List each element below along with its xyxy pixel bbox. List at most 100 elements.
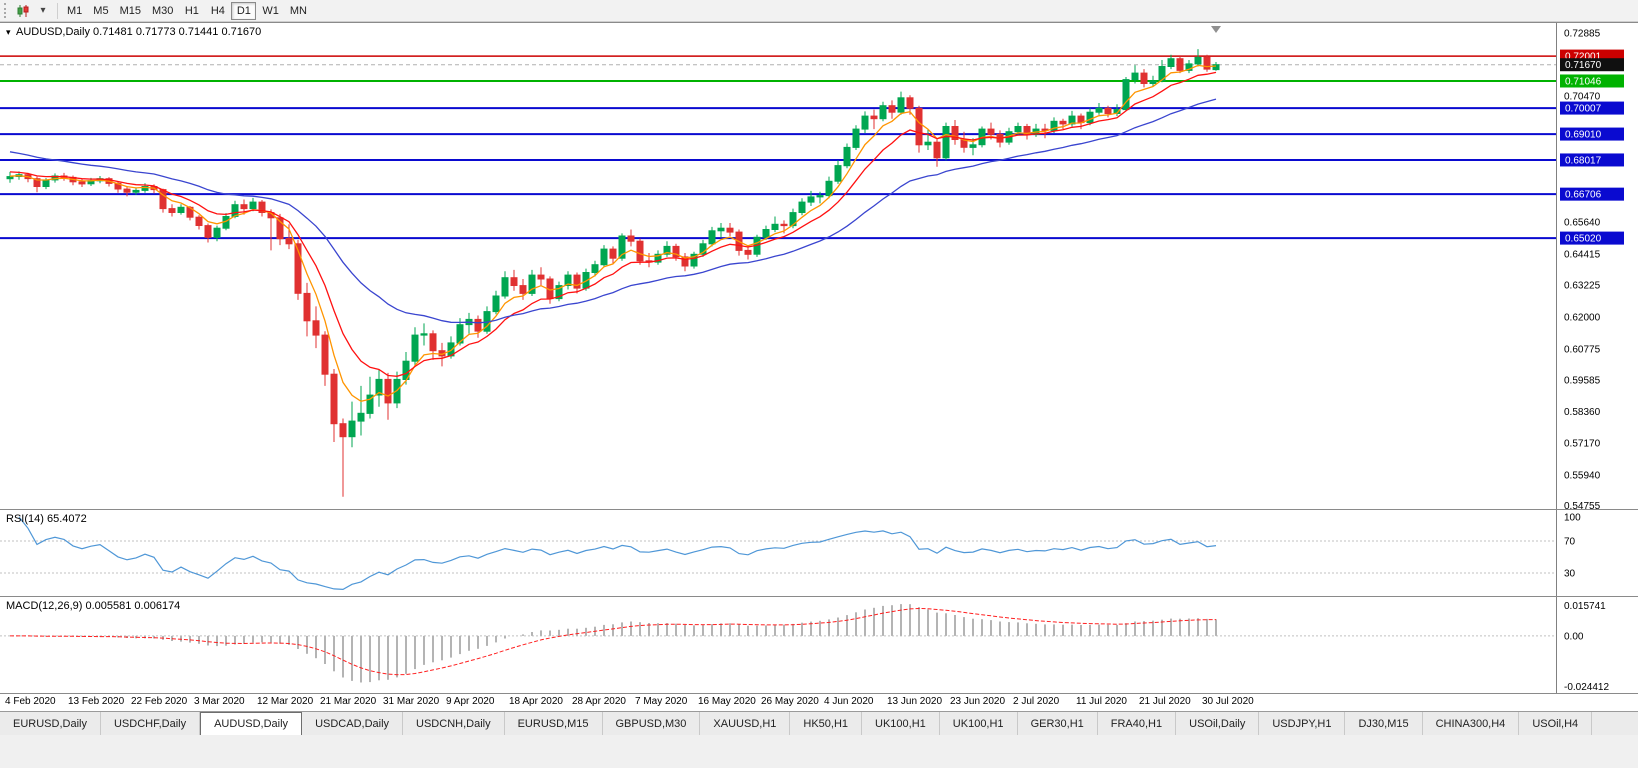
candle-body [330,373,338,425]
candle-body [609,248,617,259]
tab-audusd-daily[interactable]: AUDUSD,Daily [200,712,303,735]
candle-body [1104,107,1112,115]
candle-body [969,144,977,148]
svg-text:0.65020: 0.65020 [1565,234,1602,245]
candle-body [861,115,869,130]
tab-usoil-h4[interactable]: USOil,H4 [1519,712,1593,735]
price-axis-label: 0.59585 [1564,375,1601,386]
tab-eurusd-m15[interactable]: EURUSD,M15 [504,712,603,735]
timeframe-button-m30[interactable]: M30 [147,2,178,20]
candle-body [852,128,860,148]
timeframe-button-d1[interactable]: D1 [231,1,257,20]
rsi-axis-label: 70 [1564,537,1576,548]
chart-mode-dropdown-caret[interactable]: ▾ [33,2,53,20]
candle-body [1068,115,1076,125]
candle-body [276,217,284,240]
price-level-badge [1560,101,1624,115]
rsi-indicator-label: RSI(14) 65.4072 [6,513,87,525]
candle-body [870,115,878,120]
tab-usdchf-daily[interactable]: USDCHF,Daily [100,712,201,735]
candle-body [1095,107,1103,113]
timeframe-button-w1[interactable]: W1 [257,2,284,20]
candle-body [726,227,734,233]
time-axis[interactable]: 4 Feb 2020 13 Feb 2020 22 Feb 2020 3 Mar 20… [0,693,1638,711]
chart-ohlc-values: 0.71481 0.71773 0.71441 0.71670 [93,26,262,38]
candle-body [420,333,428,336]
candle-body [474,318,482,332]
price-level-badge [1560,187,1624,201]
timeframe-button-mn[interactable]: MN [285,2,312,20]
date-label: 16 May 2020 [698,696,756,707]
tab-gbpusd-m30[interactable]: GBPUSD,M30 [602,712,701,735]
candle-body [834,165,842,182]
timeframe-button-m5[interactable]: M5 [88,2,113,20]
candle-body [177,206,185,214]
tab-eurusd-daily[interactable]: EURUSD,Daily [0,712,101,735]
tab-usdcnh-daily[interactable]: USDCNH,Daily [403,712,505,735]
candle-body [897,97,905,113]
main-price-chart[interactable]: 0.72885 0.70470 0.65640 0.64415 0.63225 0.620… [0,23,1638,509]
candle-body [807,196,815,203]
tab-xauusd-h1[interactable]: XAUUSD,H1 [700,712,791,735]
candle-body [681,256,689,267]
candle-body [816,195,824,198]
tab-ger30-h1[interactable]: GER30,H1 [1017,712,1098,735]
candle-body [303,292,311,322]
candle-body [627,235,635,242]
macd-indicator-chart[interactable]: 0.015741 0.00 -0.024412 [0,597,1638,693]
tab-usdcad-daily[interactable]: USDCAD,Daily [302,712,404,735]
tab-china300-h4[interactable]: CHINA300,H4 [1422,712,1520,735]
chart-collapse-icon[interactable]: ▾ [6,27,11,37]
rsi-indicator-chart[interactable]: 100 70 30 [0,510,1638,596]
tab-usoil-daily[interactable]: USOil,Daily [1176,712,1260,735]
candle-body [717,227,725,232]
date-label: 31 Mar 2020 [383,696,440,707]
candle-body [1158,66,1166,82]
tab-fra40-h1[interactable]: FRA40,H1 [1097,712,1177,735]
candle-body [357,412,365,422]
macd-name: MACD(12,26,9) [6,600,83,612]
price-axis-label: 0.54755 [1564,501,1601,509]
candle-body [339,423,347,438]
price-axis-label: 0.62000 [1564,312,1601,323]
candle-body [366,394,374,414]
timeframe-button-h1[interactable]: H1 [179,2,204,20]
candle-body [132,189,140,193]
chart-symbol-period: AUDUSD,Daily [15,26,90,38]
candle-body [528,274,536,294]
date-label: 21 Mar 2020 [320,696,377,707]
candle-body [906,97,914,109]
date-label: 22 Feb 2020 [131,696,188,707]
candle-body [744,249,752,255]
rsi-name: RSI(14) [6,513,44,525]
chart-tab-bar: EURUSD,Daily USDCHF,Daily AUDUSD,Daily USDC… [0,711,1638,735]
price-axis-label: 0.58360 [1564,407,1601,418]
tab-dj30-m15[interactable]: DJ30,M15 [1345,712,1423,735]
candle-body [636,240,644,262]
tab-usdjpy-h1[interactable]: USDJPY,H1 [1259,712,1346,735]
timeframe-button-h4[interactable]: H4 [205,2,230,20]
candle-body [798,201,806,214]
timeframe-button-m15[interactable]: M15 [115,2,146,20]
candle-body [618,235,626,259]
candle-body [312,320,320,336]
candle-body [1140,72,1148,84]
chart-mode-button[interactable] [13,2,33,20]
date-label: 18 Apr 2020 [509,696,563,707]
tab-uk100-h1[interactable]: UK100,H1 [862,712,940,735]
timeframe-button-m1[interactable]: M1 [62,2,87,20]
price-level-badge [1560,231,1624,245]
date-label: 2 Jul 2020 [1013,696,1060,707]
chart-shift-marker[interactable] [1211,26,1221,33]
candle-body [1194,56,1202,65]
candle-body [213,227,221,238]
candle-body [519,285,527,294]
tab-uk100-h1[interactable]: UK100,H1 [939,712,1018,735]
candle-body [492,295,500,313]
candle-body [195,216,203,226]
tab-hk50-h1[interactable]: HK50,H1 [790,712,863,735]
rsi-axis-label: 100 [1564,513,1581,524]
toolbar-grip[interactable] [4,3,9,18]
candle-body [501,277,509,297]
candle-body [600,248,608,266]
